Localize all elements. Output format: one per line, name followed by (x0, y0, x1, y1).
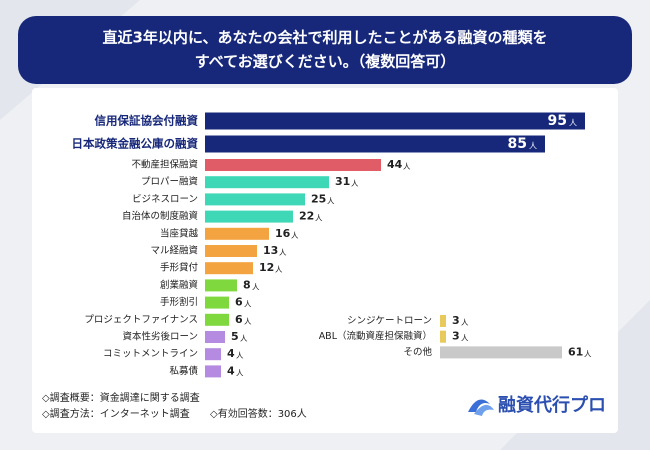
note: ◇調査方法：インターネット調査 (42, 407, 190, 420)
category-label: マル経融資 (150, 245, 198, 257)
note: ◇調査概要：資金調達に関する調査 (42, 391, 200, 404)
unit-label: 人 (403, 162, 411, 171)
title-line: すべてお選びください。（複数回答可） (195, 53, 455, 71)
category-label: その他 (403, 346, 432, 358)
unit-label: 人 (327, 196, 335, 205)
value-label: 3 (452, 314, 460, 327)
value-label: 31 (335, 175, 350, 188)
category-label: 不動産担保融資 (131, 159, 198, 171)
value-label: 22 (299, 210, 314, 223)
unit-label: 人 (244, 300, 252, 309)
value-label: 61 (568, 345, 583, 358)
unit-label: 人 (351, 179, 359, 188)
bar (205, 313, 229, 326)
bar (205, 331, 225, 343)
value-label: 5 (231, 330, 239, 343)
logo-icon (468, 399, 494, 416)
category-label: 資本性劣後ローン (122, 331, 198, 343)
bar (440, 315, 446, 327)
bar (205, 245, 257, 257)
unit-label: 人 (279, 248, 287, 257)
unit-label: 人 (236, 351, 244, 360)
value-label: 8 (243, 278, 251, 291)
bar (205, 227, 269, 240)
bar (440, 330, 446, 343)
category-label: 手形割引 (160, 296, 198, 308)
value-label: 6 (235, 296, 243, 309)
unit-label: 人 (275, 265, 283, 274)
value-label: 44 (387, 158, 403, 171)
category-label: 自治体の制度融資 (122, 210, 198, 222)
unit-label: 人 (461, 318, 469, 327)
bar (205, 279, 237, 292)
value-label: 13 (263, 244, 278, 257)
category-label: ABL（流動資産担保融資） (319, 330, 432, 342)
value-label: 6 (235, 313, 243, 326)
category-label: 私募債 (169, 365, 198, 377)
category-label: 信用保証協会付融資 (95, 114, 199, 128)
value-label: 85 (508, 136, 527, 152)
category-label: ビジネスローン (132, 194, 198, 205)
unit-label: 人 (240, 334, 248, 343)
bar (440, 346, 562, 359)
logo: 融資代行プロ (498, 394, 606, 416)
title-banner (18, 16, 632, 84)
category-label: 当座貸越 (160, 227, 199, 239)
note: ◇有効回答数：306人 (210, 407, 307, 420)
category-label: 日本政策金融公庫の融資 (72, 137, 199, 151)
value-label: 25 (311, 192, 326, 205)
title-line: 直近3年以内に、あなたの会社で利用したことがある融資の種類を (103, 29, 548, 47)
unit-label: 人 (461, 334, 469, 343)
bar (205, 193, 305, 206)
unit-label: 人 (584, 349, 592, 358)
category-label: 手形貸付 (160, 262, 199, 274)
bar (205, 159, 381, 171)
bar (205, 210, 293, 223)
bar (205, 135, 545, 153)
bar (205, 112, 585, 130)
unit-label: 人 (291, 231, 299, 240)
value-label: 4 (227, 347, 235, 360)
bar (205, 296, 229, 309)
bar (205, 348, 221, 361)
unit-label: 人 (236, 368, 244, 377)
bar (205, 262, 253, 275)
unit-label: 人 (315, 214, 323, 223)
category-label: コミットメントライン (103, 349, 198, 360)
value-label: 12 (259, 261, 274, 274)
value-label: 95 (548, 113, 567, 129)
unit-label: 人 (569, 119, 577, 128)
category-label: プロパー融資 (141, 176, 198, 188)
category-label: プロジェクトファイナンス (84, 314, 198, 325)
bar (205, 365, 221, 378)
value-label: 4 (227, 364, 235, 377)
unit-label: 人 (252, 282, 260, 291)
unit-label: 人 (529, 142, 537, 151)
unit-label: 人 (244, 317, 252, 326)
value-label: 3 (452, 330, 460, 343)
value-label: 16 (275, 227, 291, 240)
category-label: 創業融資 (160, 279, 198, 291)
category-label: シンジケートローン (347, 316, 432, 327)
bar (205, 176, 329, 189)
